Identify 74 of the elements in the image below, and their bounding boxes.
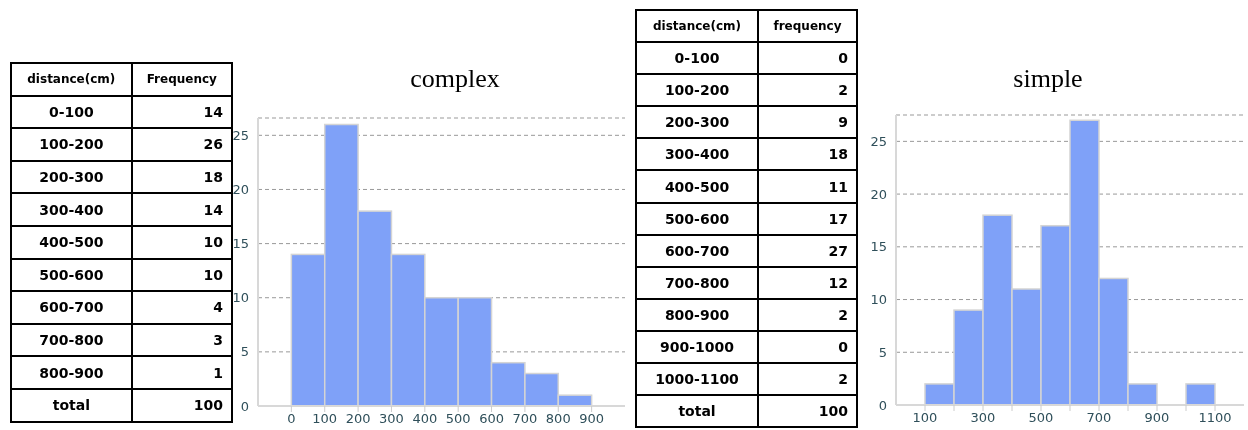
x-tick-label: 400 [412, 411, 438, 427]
data-label: 0 [758, 330, 857, 364]
data-label: 17 [758, 202, 857, 235]
y-tick-label: 5 [240, 344, 249, 360]
text: distance(cm) [636, 10, 759, 43]
category-label: 0-100 [11, 95, 132, 129]
y-tick-label: 15 [232, 236, 249, 252]
x-tick-label: 500 [445, 411, 471, 427]
y-tick-label: 20 [232, 182, 249, 198]
y-tick-label: 10 [870, 292, 887, 308]
x-tick-label: 900 [1144, 410, 1170, 426]
data-label: 11 [758, 170, 857, 203]
y-tick-label: 5 [878, 344, 887, 360]
x-tick-label: 300 [970, 410, 996, 426]
category-label: total [11, 388, 132, 422]
chart-title: complex [409, 64, 501, 94]
chart-title: simple [1012, 64, 1084, 94]
x-tick-label: 0 [287, 411, 296, 427]
data-label: 2 [758, 74, 857, 107]
category-label: 800-900 [11, 356, 132, 389]
category-label: 800-900 [636, 298, 759, 331]
data-label: 18 [131, 160, 232, 194]
data-label: 18 [758, 138, 857, 171]
category-label: 500-600 [11, 258, 132, 292]
data-label: 2 [758, 363, 857, 396]
y-tick-label: 0 [878, 397, 887, 413]
category-label: total [636, 395, 759, 428]
data-label: 1 [131, 356, 232, 389]
text: distance(cm) [11, 63, 132, 96]
data-label: 14 [131, 193, 232, 226]
y-tick-label: 25 [232, 127, 249, 143]
y-tick-label: 20 [870, 186, 887, 202]
data-label: 4 [131, 291, 232, 324]
y-tick-label: 15 [870, 239, 887, 255]
category-label: 100-200 [11, 128, 132, 161]
data-label: 3 [131, 323, 232, 357]
x-tick-label: 600 [479, 411, 504, 427]
text: Frequency [131, 63, 232, 96]
category-label: 200-300 [11, 160, 132, 194]
category-label: 700-800 [636, 266, 759, 299]
x-tick-label: 800 [545, 411, 571, 427]
x-tick-label: 1100 [1198, 410, 1232, 426]
y-tick-label: 25 [870, 133, 887, 149]
category-label: 600-700 [636, 234, 759, 267]
category-label: 300-400 [636, 138, 759, 171]
x-tick-label: 100 [312, 411, 338, 427]
category-label: 400-500 [636, 170, 759, 203]
x-tick-label: 200 [345, 411, 371, 427]
category-label: 0-100 [636, 42, 759, 75]
category-label: 400-500 [11, 225, 132, 259]
data-label: 12 [758, 266, 857, 299]
x-tick-label: 500 [1028, 410, 1054, 426]
y-tick-label: 10 [232, 290, 249, 306]
y-tick-label: 0 [240, 398, 249, 414]
data-label: 27 [758, 234, 857, 267]
data-label: 2 [758, 298, 857, 331]
category-label: 600-700 [11, 291, 132, 324]
category-label: 700-800 [11, 323, 132, 357]
x-tick-label: 700 [1086, 410, 1112, 426]
x-tick-label: 700 [512, 411, 538, 427]
text: frequency [758, 10, 857, 43]
data-label: 26 [131, 128, 232, 161]
data-label: 9 [758, 106, 857, 139]
category-label: 300-400 [11, 193, 132, 226]
category-label: 500-600 [636, 202, 759, 235]
category-label: 100-200 [636, 74, 759, 107]
data-label: 14 [131, 95, 232, 129]
category-label: 1000-1100 [636, 363, 759, 396]
data-label: 0 [758, 42, 857, 75]
x-tick-label: 100 [912, 410, 938, 426]
category-label: 200-300 [636, 106, 759, 139]
category-label: 900-1000 [636, 330, 759, 364]
x-tick-label: 300 [379, 411, 404, 427]
x-tick-label: 900 [579, 411, 605, 427]
